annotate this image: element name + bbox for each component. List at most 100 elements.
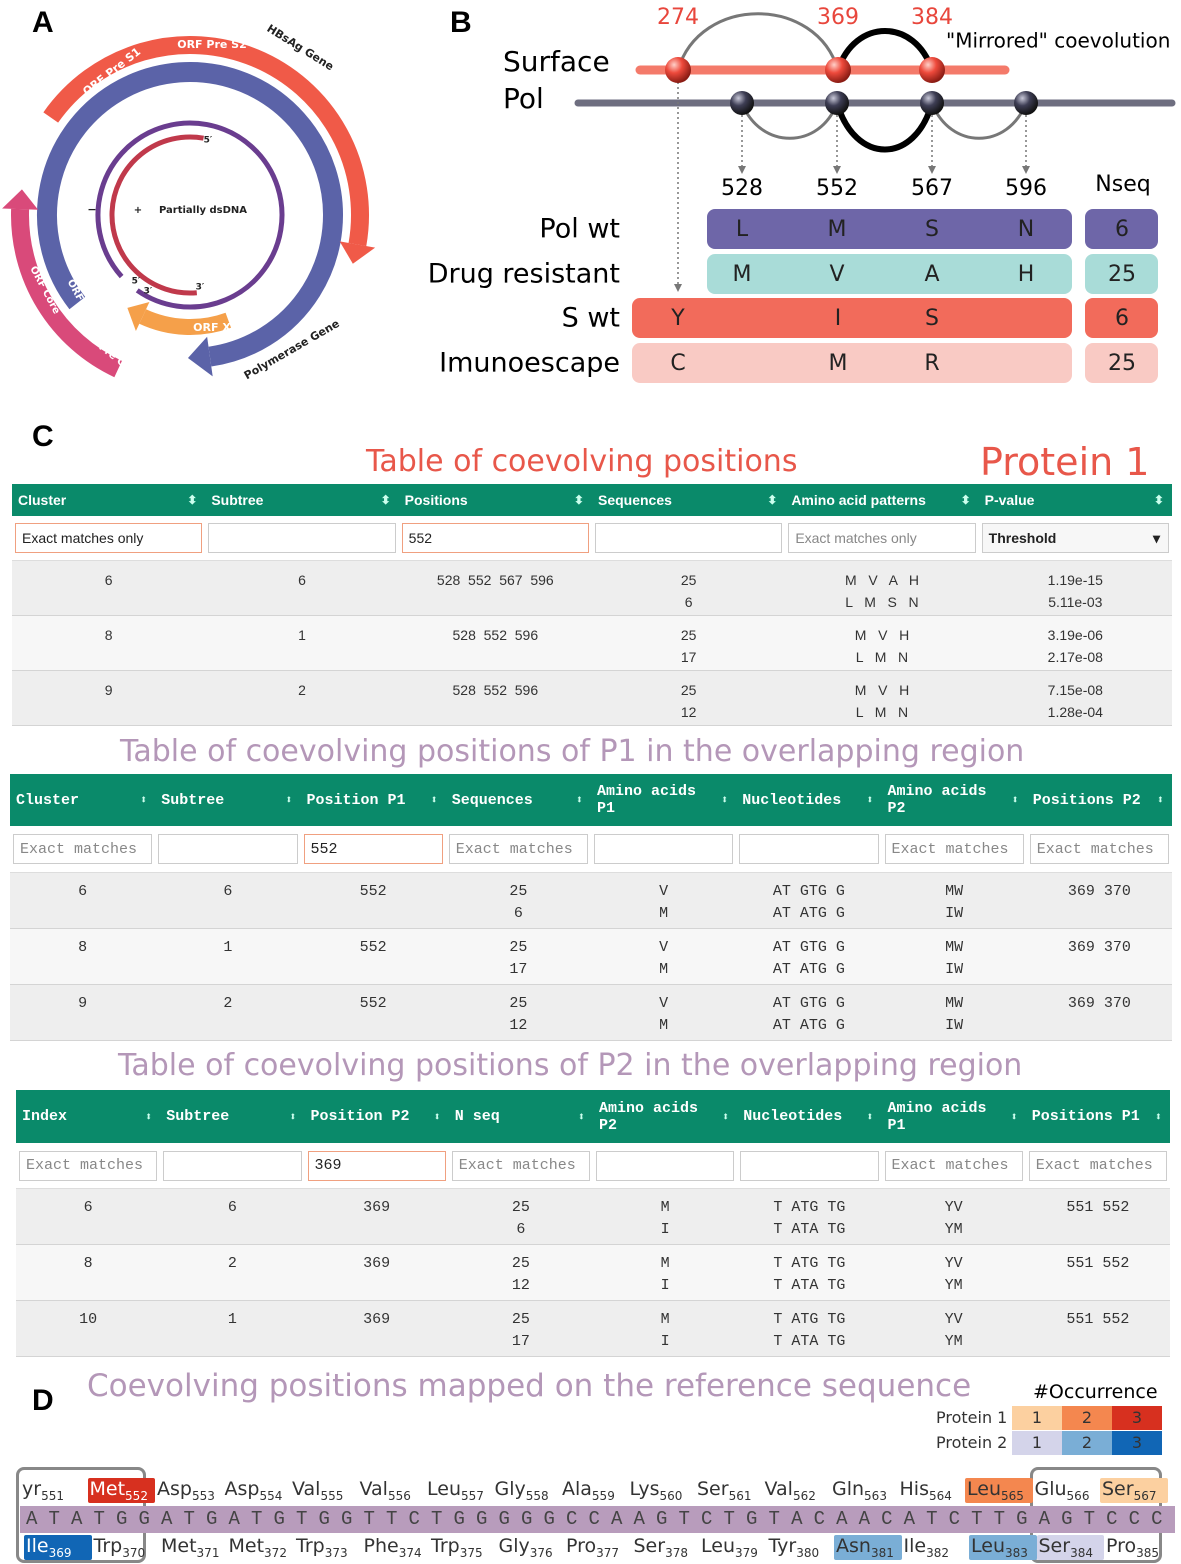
cell-line: 1.28e-04 xyxy=(1048,701,1103,723)
cell-line: IW xyxy=(945,903,963,925)
filter-input[interactable] xyxy=(740,1151,878,1181)
table-cell: M V A HL M S N xyxy=(785,561,978,615)
filter-input[interactable] xyxy=(158,834,297,864)
column-header[interactable]: P-value xyxy=(979,484,1172,516)
table-cell: 1.19e-155.11e-03 xyxy=(979,561,1172,615)
table-cell: 8 xyxy=(10,929,155,984)
surface-position xyxy=(825,57,851,83)
column-header[interactable]: Sequences xyxy=(446,774,591,826)
filter-input[interactable]: 369 xyxy=(308,1151,446,1181)
cell-line: 25 xyxy=(681,569,697,591)
column-header[interactable]: N seq xyxy=(449,1090,593,1143)
amino-acid: His xyxy=(900,1478,929,1500)
cell-line: L M N xyxy=(856,701,908,723)
filter-input[interactable] xyxy=(208,523,395,553)
cell-line: M xyxy=(659,903,668,925)
column-header[interactable]: Nucleotides xyxy=(736,774,881,826)
column-header[interactable]: Position P2 xyxy=(305,1090,449,1143)
filter-input[interactable] xyxy=(596,1151,734,1181)
filter-input[interactable]: Exact matches only xyxy=(15,523,202,553)
filter-input[interactable] xyxy=(163,1151,301,1181)
cell-line: 2 xyxy=(298,679,306,701)
table-cell: 551 552 xyxy=(1026,1301,1170,1356)
pol-position xyxy=(730,91,754,115)
residue-position: 382 xyxy=(926,1546,949,1560)
amino-acid: Gly xyxy=(499,1535,530,1557)
column-header[interactable]: Cluster xyxy=(10,774,155,826)
residue-position: 385 xyxy=(1136,1546,1159,1560)
filter-input[interactable]: 552 xyxy=(304,834,443,864)
cell-line: 17 xyxy=(681,646,697,668)
panel-title: Coevolving positions mapped on the refer… xyxy=(87,1368,971,1404)
residue: I xyxy=(835,306,842,331)
table-cell: 256 xyxy=(449,1189,593,1244)
legend-cell: 2 xyxy=(1062,1406,1112,1430)
panel-label: C xyxy=(32,420,54,454)
filter-input[interactable]: Exact matches xyxy=(1030,834,1169,864)
cell-line: YM xyxy=(945,1275,963,1297)
filter-input[interactable]: 552 xyxy=(402,523,589,553)
column-header[interactable]: Amino acid patterns xyxy=(785,484,978,516)
residue: N xyxy=(1018,217,1034,242)
column-header[interactable]: Subtree xyxy=(205,484,398,516)
cell-line: 551 552 xyxy=(1066,1197,1129,1219)
residue: Ile369 xyxy=(24,1535,92,1560)
filter-input[interactable]: Exact matches xyxy=(449,834,588,864)
filter-input[interactable] xyxy=(595,523,782,553)
residue-position: 374 xyxy=(399,1546,422,1560)
data-table: IndexSubtreePosition P2N seqAmino acids … xyxy=(16,1090,1170,1357)
column-header[interactable]: Amino acids P2 xyxy=(593,1090,737,1143)
residue-position: 379 xyxy=(735,1546,758,1560)
cell-line: 5.11e-03 xyxy=(1048,591,1102,613)
column-header[interactable]: Subtree xyxy=(155,774,300,826)
column-header[interactable]: Amino acids P1 xyxy=(591,774,736,826)
table-row: 66369256MIT ATG TGT ATA TGYVYM551 552 xyxy=(16,1189,1170,1245)
filter-input[interactable]: Exact matches xyxy=(885,1151,1023,1181)
residue-position: 558 xyxy=(526,1489,549,1503)
column-header[interactable]: Sequences xyxy=(592,484,785,516)
protein-label: Protein 1 xyxy=(980,440,1149,484)
filter-select[interactable]: Threshold xyxy=(982,523,1169,553)
genome-label: 3′ xyxy=(196,283,205,293)
column-header[interactable]: Nucleotides xyxy=(737,1090,881,1143)
cell-line: 9 xyxy=(78,993,87,1015)
amino-acid: Ser xyxy=(1039,1535,1071,1557)
column-header[interactable]: Cluster xyxy=(12,484,205,516)
column-header[interactable]: Amino acids P1 xyxy=(882,1090,1026,1143)
filter-input[interactable]: Exact matches xyxy=(452,1151,590,1181)
filter-input[interactable]: Exact matches xyxy=(885,834,1024,864)
table-cell: 551 552 xyxy=(1026,1189,1170,1244)
column-header[interactable]: Positions xyxy=(399,484,592,516)
table-cell: 369 370 xyxy=(1027,873,1172,928)
filter-row: Exact matches369Exact matchesExact match… xyxy=(16,1143,1170,1189)
residue: H xyxy=(1018,262,1035,287)
residue: Asp554 xyxy=(223,1478,291,1503)
filter-input[interactable]: Exact matches only xyxy=(788,523,975,553)
table-cell: 551 552 xyxy=(1026,1245,1170,1300)
table-cell: 2 xyxy=(205,671,398,725)
table-cell: 256 xyxy=(446,873,591,928)
filter-input[interactable]: Exact matches xyxy=(13,834,152,864)
residue: Lys560 xyxy=(628,1478,696,1503)
residue: Leu565 xyxy=(965,1478,1033,1503)
filter-input[interactable] xyxy=(594,834,733,864)
column-header[interactable]: Positions P2 xyxy=(1027,774,1172,826)
table-cell: 369 xyxy=(305,1301,449,1356)
residue-position: 383 xyxy=(1005,1546,1028,1560)
row-name: Drug resistant xyxy=(428,259,620,290)
amino-acid: Met xyxy=(90,1478,126,1500)
column-header[interactable]: Subtree xyxy=(160,1090,304,1143)
filter-input[interactable]: Exact matches xyxy=(19,1151,157,1181)
residue-position: 555 xyxy=(320,1489,343,1503)
filter-input[interactable] xyxy=(739,834,878,864)
table-cell: 9 xyxy=(12,671,205,725)
table-row: 823692512MIT ATG TGT ATA TGYVYM551 552 xyxy=(16,1245,1170,1301)
column-header[interactable]: Position P1 xyxy=(301,774,446,826)
column-header[interactable]: Index xyxy=(16,1090,160,1143)
cell-line: 6 xyxy=(223,881,232,903)
column-header[interactable]: Positions P1 xyxy=(1026,1090,1170,1143)
filter-input[interactable]: Exact matches xyxy=(1029,1151,1167,1181)
cell-line: 8 xyxy=(84,1253,93,1275)
column-header[interactable]: Amino acids P2 xyxy=(882,774,1027,826)
table-cell: 2512 xyxy=(449,1245,593,1300)
